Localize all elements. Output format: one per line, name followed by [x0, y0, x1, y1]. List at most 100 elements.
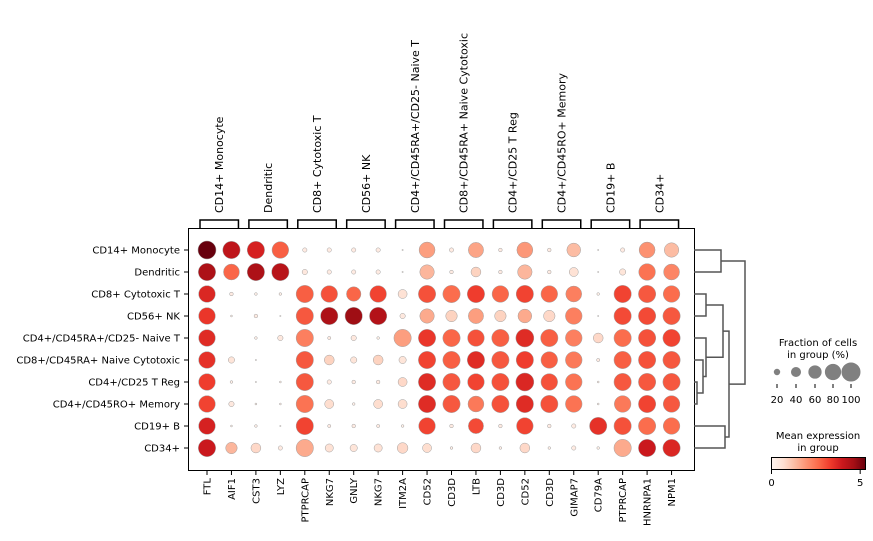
dot — [568, 267, 579, 277]
dot — [369, 285, 387, 303]
dot — [515, 395, 534, 413]
dot — [279, 315, 282, 317]
dot — [250, 442, 262, 454]
dot — [230, 424, 233, 428]
cell-group-label: CD4+/CD45RA+/CD25- Naive T — [23, 334, 181, 345]
dot — [279, 402, 282, 406]
gene-label: NKG7 — [325, 478, 336, 506]
dot — [442, 329, 461, 347]
cell-group-label: Dendritic — [134, 268, 180, 279]
dot — [517, 308, 532, 324]
gene-group-bracket — [492, 219, 533, 228]
dot — [418, 329, 436, 347]
dot — [351, 247, 357, 253]
dot — [662, 351, 681, 369]
dot — [320, 307, 339, 325]
dot — [229, 380, 234, 384]
size-legend-label: 100 — [841, 395, 860, 406]
dot — [571, 423, 577, 429]
dot — [442, 285, 461, 303]
dot — [418, 241, 436, 259]
dot — [373, 399, 383, 409]
dot — [277, 335, 284, 341]
dot — [498, 446, 503, 450]
dot — [349, 444, 358, 452]
dot — [540, 395, 559, 413]
dot — [449, 269, 454, 275]
dot — [197, 240, 217, 260]
size-legend-dot — [790, 366, 802, 378]
dot — [491, 285, 509, 303]
dot — [468, 242, 484, 258]
cell-group-label: CD34+ — [144, 444, 180, 455]
cell-group-label: CD8+ Cytotoxic T — [91, 290, 181, 301]
dot — [571, 445, 577, 451]
dot — [271, 263, 290, 281]
dot — [225, 442, 238, 454]
gene-label: AIF1 — [227, 478, 238, 500]
colorbar — [771, 457, 866, 470]
dot — [419, 264, 435, 280]
dot — [491, 395, 510, 413]
dot — [540, 329, 559, 347]
dot — [375, 247, 381, 253]
dot — [198, 373, 216, 391]
dot — [401, 249, 404, 251]
dot — [254, 336, 258, 340]
gene-group-bracket — [443, 219, 484, 228]
dot — [638, 439, 657, 457]
colorbar-tick-label: 0 — [768, 478, 774, 489]
dot — [278, 292, 282, 296]
dot — [418, 285, 436, 303]
dot — [223, 263, 240, 281]
gene-labels: FTL AIF1 CST3 LYZ PTPRCAP NKG7 GNLY NKG7 ITM2A CD… — [203, 471, 678, 526]
dot — [467, 329, 485, 347]
dendrogram-branch — [706, 304, 724, 358]
dot — [350, 335, 357, 341]
dot — [663, 263, 680, 281]
gene-group-bracket — [345, 219, 386, 228]
dot — [418, 417, 436, 435]
dendrogram-branch — [723, 330, 730, 438]
gene-label: CD79A — [594, 478, 605, 512]
gene-group-label: CD14+ Monocyte — [213, 116, 226, 213]
cell-group-label: CD4+/CD25 T Reg — [88, 378, 180, 389]
dot — [638, 417, 657, 435]
dot — [589, 417, 608, 435]
dot — [543, 310, 556, 322]
size-legend-label: 60 — [809, 395, 822, 406]
dot — [295, 285, 314, 303]
dot — [468, 418, 484, 434]
dot — [517, 264, 533, 280]
dot — [295, 417, 314, 435]
gene-group-label: CD8+/CD45RA+ Naive Cytotoxic — [458, 33, 471, 213]
dot — [255, 381, 257, 383]
dot — [375, 269, 381, 275]
cell-group-label: CD19+ B — [134, 422, 180, 433]
dot — [246, 263, 265, 281]
gene-group-label: Dendritic — [262, 163, 275, 213]
dot — [596, 402, 600, 406]
dot — [547, 247, 552, 253]
dot — [613, 351, 632, 369]
dot — [547, 423, 552, 429]
dot — [662, 329, 681, 347]
dot — [372, 354, 384, 366]
dendrogram — [694, 249, 746, 449]
dot — [295, 351, 314, 369]
gene-group-label: CD56+ NK — [360, 154, 373, 213]
dot — [620, 247, 626, 253]
dot — [467, 351, 485, 369]
dendrogram-branch — [694, 425, 726, 449]
dot — [467, 395, 485, 413]
dot — [279, 380, 282, 384]
dot — [344, 307, 363, 325]
dot — [228, 401, 235, 407]
gene-group-label: CD34+ — [653, 174, 666, 213]
dot — [515, 351, 534, 369]
dot — [324, 399, 335, 409]
dot — [326, 269, 332, 275]
dot — [352, 402, 356, 406]
dot — [662, 373, 681, 391]
dendrogram-branch — [694, 249, 722, 273]
